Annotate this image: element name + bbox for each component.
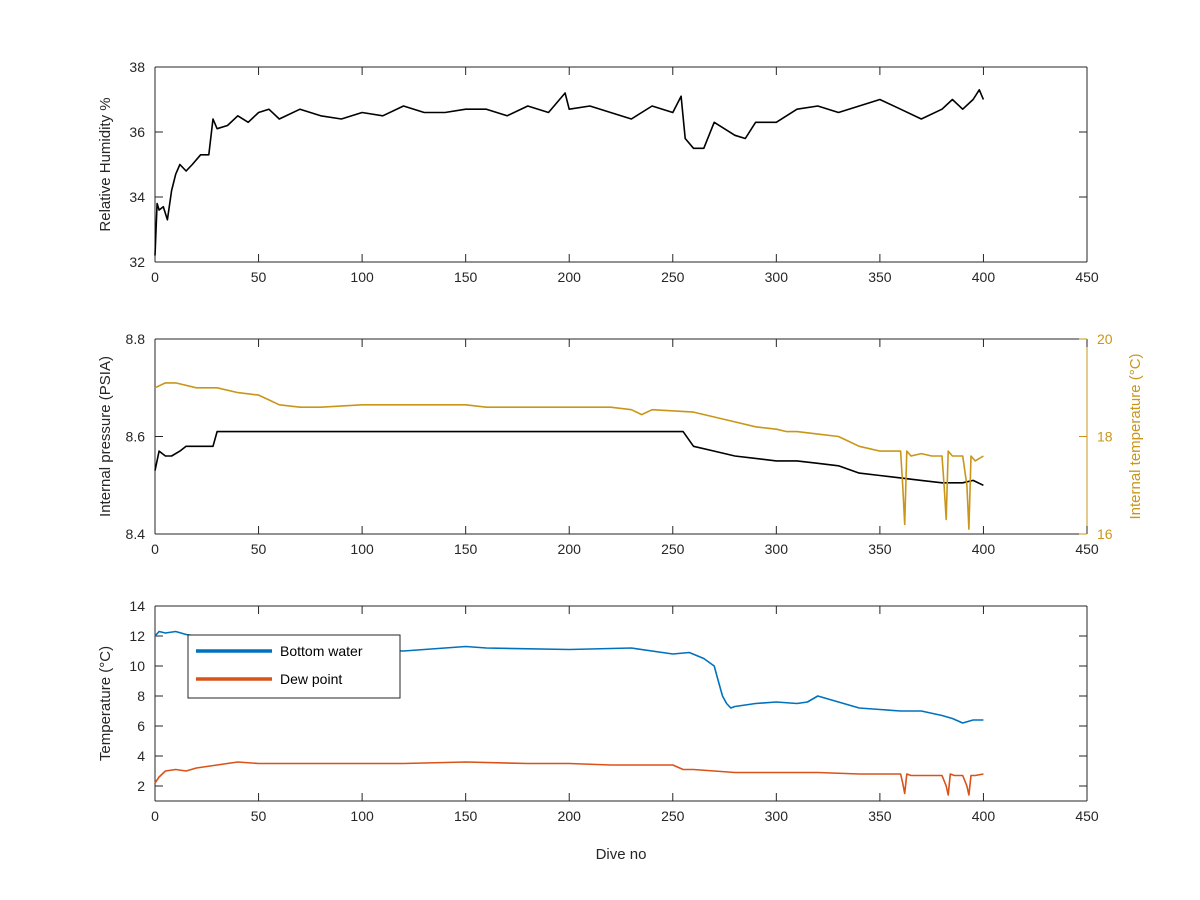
- y-tick-label: 36: [129, 124, 145, 140]
- y-axis-label: Relative Humidity %: [97, 97, 114, 231]
- x-tick-label: 150: [454, 808, 478, 824]
- x-tick-label: 200: [558, 541, 582, 557]
- x-tick-label: 350: [868, 269, 892, 285]
- x-tick-label: 300: [765, 541, 789, 557]
- x-tick-label: 0: [151, 541, 159, 557]
- x-tick-label: 50: [251, 269, 267, 285]
- x-tick-label: 400: [972, 541, 996, 557]
- x-tick-label: 200: [558, 269, 582, 285]
- x-tick-label: 100: [350, 269, 374, 285]
- series-line-2: [154, 761, 984, 796]
- x-tick-label: 100: [350, 808, 374, 824]
- y-tick-label: 8: [137, 688, 145, 704]
- y-tick-label: 14: [129, 598, 145, 614]
- x-tick-label: 400: [972, 808, 996, 824]
- x-tick-label: 250: [661, 541, 685, 557]
- x-tick-label: 450: [1075, 269, 1099, 285]
- chart-panel-1: 0 50 100 150 200 250 300 350 400 450 32 34 36 38 Relat…: [97, 59, 1099, 285]
- legend: Bottom water Dew point: [187, 634, 401, 699]
- y2-tick-label: 18: [1097, 429, 1113, 445]
- legend-label: Bottom water: [280, 643, 363, 659]
- x-tick-label: 0: [151, 269, 159, 285]
- x-tick-label: 450: [1075, 808, 1099, 824]
- x-tick-label: 150: [454, 269, 478, 285]
- y-tick-label: 12: [129, 628, 145, 644]
- y-axis-label: Internal pressure (PSIA): [97, 356, 114, 517]
- y2-tick-label: 20: [1097, 331, 1113, 347]
- y-tick-label: 8.6: [126, 429, 146, 445]
- y-tick-label: 6: [137, 718, 145, 734]
- y-tick-label: 2: [137, 778, 145, 794]
- series-line-1: [154, 430, 984, 487]
- x-axis-label: Dive no: [596, 846, 647, 863]
- x-tick-label: 350: [868, 541, 892, 557]
- y-tick-label: 32: [129, 254, 145, 270]
- series-line-2: [154, 382, 984, 530]
- x-tick-label: 300: [765, 808, 789, 824]
- x-tick-label: 100: [350, 541, 374, 557]
- x-tick-label: 200: [558, 808, 582, 824]
- y-tick-label: 38: [129, 59, 145, 75]
- legend-label: Dew point: [280, 671, 342, 687]
- y-tick-label: 34: [129, 189, 145, 205]
- x-tick-label: 450: [1075, 541, 1099, 557]
- x-tick-label: 50: [251, 808, 267, 824]
- x-tick-label: 250: [661, 269, 685, 285]
- y-tick-label: 10: [129, 658, 145, 674]
- y-axis-label: Temperature (°C): [97, 646, 114, 761]
- x-tick-label: 50: [251, 541, 267, 557]
- x-tick-label: 0: [151, 808, 159, 824]
- y2-axis-label: Internal temperature (°C): [1127, 353, 1144, 519]
- y-tick-label: 4: [137, 748, 145, 764]
- legend-box: [187, 634, 401, 699]
- chart-panel-3: 0 50 100 150 200 250 300 350 400 450 2 4 6 8 10 12 14 Tem…: [97, 598, 1099, 863]
- x-tick-label: 250: [661, 808, 685, 824]
- y2-tick-label: 16: [1097, 526, 1113, 542]
- x-tick-label: 150: [454, 541, 478, 557]
- x-tick-label: 350: [868, 808, 892, 824]
- y-tick-label: 8.4: [126, 526, 146, 542]
- series-line-1: [154, 89, 985, 256]
- x-tick-label: 400: [972, 269, 996, 285]
- chart-panel-2: 0 50 100 150 200 250 300 350 400 450 8.4 8.6 8.8 16 18…: [97, 331, 1144, 557]
- x-tick-label: 300: [765, 269, 789, 285]
- y-tick-label: 8.8: [126, 331, 146, 347]
